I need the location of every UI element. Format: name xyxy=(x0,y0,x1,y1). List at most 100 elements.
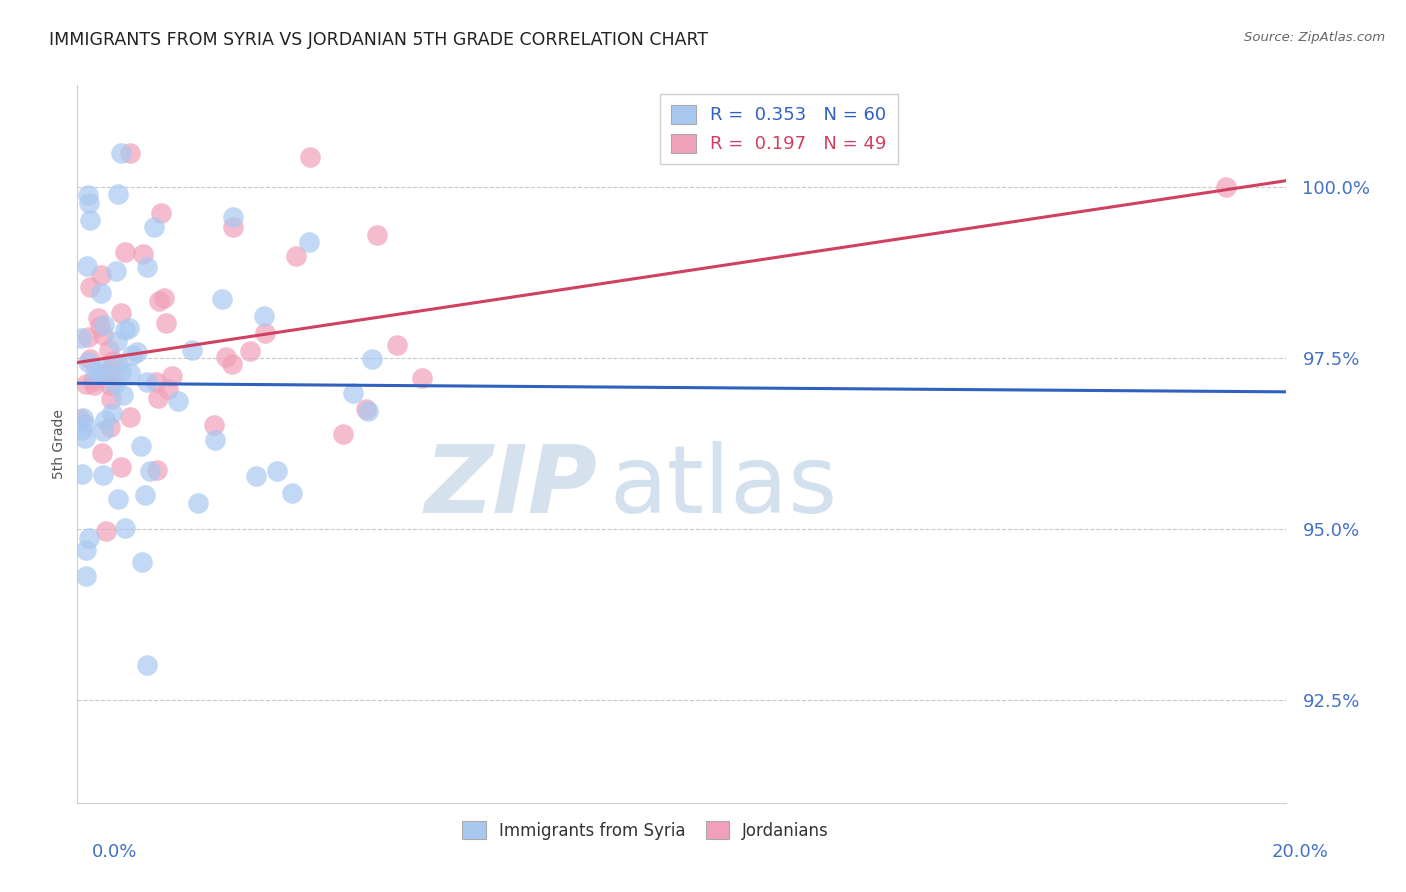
Point xyxy=(98,378,121,392)
Point xyxy=(285,249,308,263)
Point xyxy=(118,146,141,161)
Point xyxy=(75,377,97,392)
Point xyxy=(254,326,277,340)
Y-axis label: 5th Grade: 5th Grade xyxy=(52,409,66,479)
Point xyxy=(89,319,111,334)
Point xyxy=(180,343,202,357)
Point xyxy=(411,371,433,385)
Point xyxy=(357,404,380,418)
Point xyxy=(366,227,388,242)
Point xyxy=(94,524,117,538)
Point xyxy=(1215,180,1237,194)
Point xyxy=(77,531,100,545)
Point xyxy=(86,310,108,325)
Text: IMMIGRANTS FROM SYRIA VS JORDANIAN 5TH GRADE CORRELATION CHART: IMMIGRANTS FROM SYRIA VS JORDANIAN 5TH G… xyxy=(49,31,709,49)
Point xyxy=(114,323,136,337)
Point xyxy=(204,417,226,432)
Point xyxy=(76,330,98,344)
Point xyxy=(72,410,94,425)
Point xyxy=(79,351,101,366)
Point xyxy=(110,305,132,319)
Point xyxy=(76,187,98,202)
Point xyxy=(139,464,162,478)
Point xyxy=(145,375,167,389)
Point xyxy=(93,468,115,483)
Point xyxy=(222,220,245,235)
Point xyxy=(187,495,209,509)
Point xyxy=(110,146,132,161)
Point xyxy=(125,345,148,359)
Text: atlas: atlas xyxy=(609,441,838,533)
Point xyxy=(100,406,122,420)
Point xyxy=(155,316,177,330)
Point xyxy=(104,264,127,278)
Point xyxy=(387,338,409,352)
Point xyxy=(75,417,97,431)
Point xyxy=(215,350,238,364)
Point xyxy=(101,353,124,368)
Point xyxy=(70,331,93,345)
Point xyxy=(131,555,153,569)
Point xyxy=(156,382,179,396)
Point xyxy=(94,413,117,427)
Point xyxy=(120,366,142,380)
Point xyxy=(221,357,243,371)
Point xyxy=(75,542,97,557)
Point xyxy=(131,439,153,453)
Point xyxy=(166,393,188,408)
Point xyxy=(100,392,122,406)
Point xyxy=(83,367,105,381)
Point xyxy=(136,260,159,275)
Point xyxy=(70,423,93,437)
Point xyxy=(93,318,115,332)
Point xyxy=(98,419,121,434)
Text: Source: ZipAtlas.com: Source: ZipAtlas.com xyxy=(1244,31,1385,45)
Point xyxy=(91,424,114,438)
Point xyxy=(89,366,111,380)
Point xyxy=(211,292,233,306)
Point xyxy=(204,433,226,447)
Point xyxy=(118,321,141,335)
Point xyxy=(135,658,157,673)
Point xyxy=(266,464,288,478)
Point xyxy=(105,334,128,348)
Point xyxy=(118,409,141,424)
Point xyxy=(134,488,156,502)
Text: ZIP: ZIP xyxy=(425,441,598,533)
Point xyxy=(70,467,93,481)
Point xyxy=(354,402,377,417)
Point xyxy=(73,431,96,445)
Point xyxy=(101,368,124,383)
Point xyxy=(148,293,170,308)
Point xyxy=(239,343,262,358)
Point xyxy=(107,186,129,201)
Point xyxy=(114,521,136,535)
Point xyxy=(91,328,114,343)
Point xyxy=(110,460,132,475)
Point xyxy=(132,247,155,261)
Point xyxy=(69,411,91,425)
Point xyxy=(91,362,114,376)
Point xyxy=(90,446,112,460)
Point xyxy=(90,286,112,301)
Point xyxy=(79,212,101,227)
Point xyxy=(107,356,129,370)
Point xyxy=(222,210,245,224)
Point xyxy=(149,206,172,220)
Point xyxy=(114,245,136,260)
Point xyxy=(79,280,101,294)
Point xyxy=(97,343,120,357)
Point xyxy=(136,375,159,389)
Point xyxy=(76,259,98,273)
Point xyxy=(75,569,97,583)
Point xyxy=(298,235,321,250)
Point xyxy=(162,369,184,384)
Point xyxy=(107,491,129,506)
Point xyxy=(142,220,165,235)
Point xyxy=(281,486,304,500)
Point xyxy=(361,351,384,366)
Point xyxy=(146,391,169,405)
Point xyxy=(153,291,176,305)
Point xyxy=(112,388,135,402)
Point xyxy=(82,374,104,388)
